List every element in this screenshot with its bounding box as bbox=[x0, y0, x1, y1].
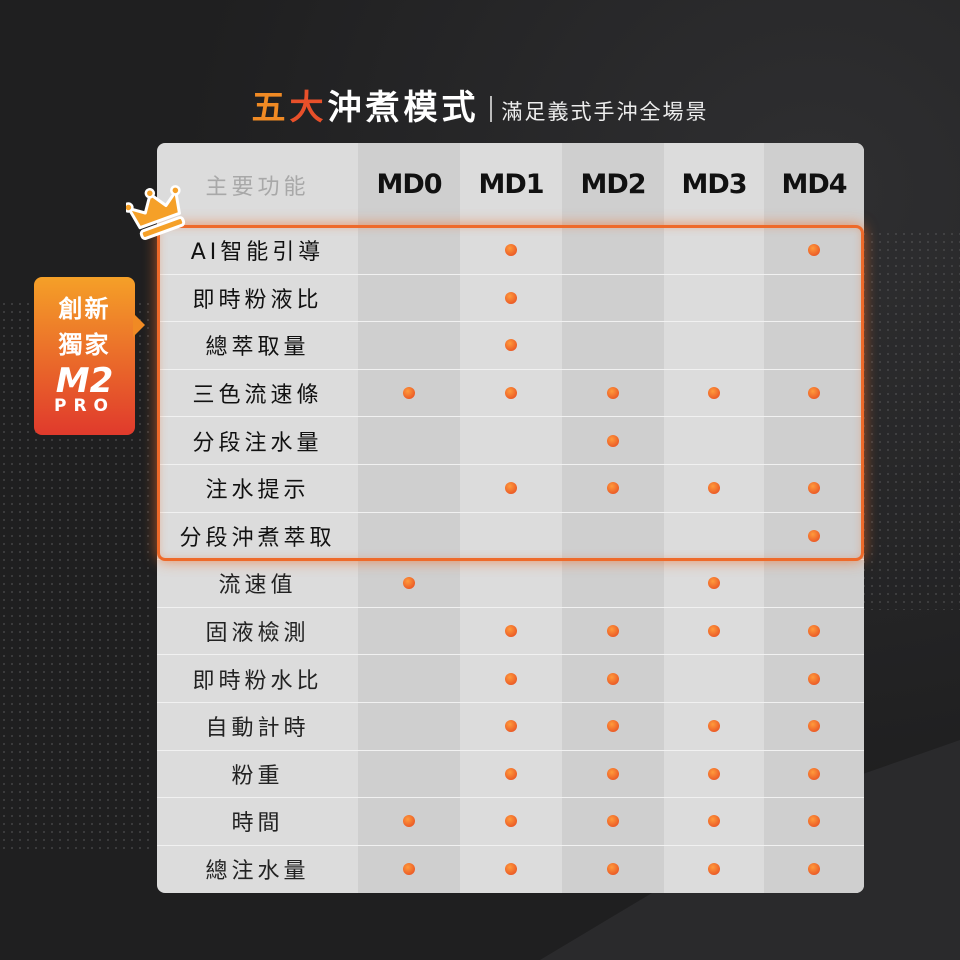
table-row: 自動計時 bbox=[157, 702, 864, 750]
feature-dot bbox=[505, 863, 517, 876]
feature-dot bbox=[708, 625, 720, 638]
feature-label: 即時粉液比 bbox=[192, 287, 323, 313]
feature-dot bbox=[505, 625, 517, 638]
feature-dot bbox=[505, 672, 517, 685]
feature-label: 三色流速條 bbox=[192, 383, 323, 409]
feature-dot bbox=[708, 577, 720, 590]
comparison-table: 主要功能 MD0 MD1 MD2 MD3 MD4 AI智能引導 即時粉液比總萃取量三色流速條… bbox=[157, 143, 864, 893]
feature-dot bbox=[808, 387, 820, 400]
feature-dot bbox=[403, 815, 415, 828]
feature-dot bbox=[808, 863, 820, 876]
logo: M2 bbox=[55, 361, 114, 401]
column-shade bbox=[358, 143, 460, 893]
table-row: 總注水量 bbox=[157, 844, 864, 893]
table-row: 分段注水量 bbox=[157, 416, 864, 464]
highlight-frame bbox=[157, 225, 864, 561]
subtitle: 滿足義式手沖全場景 bbox=[501, 100, 709, 124]
feature-dot bbox=[505, 339, 517, 352]
feature-dot bbox=[808, 243, 820, 256]
table-row: 分段沖煮萃取 bbox=[157, 511, 864, 560]
feature-dot bbox=[607, 434, 619, 447]
feature-dot bbox=[607, 672, 619, 685]
feature-label: 自動計時 bbox=[205, 716, 310, 742]
feature-dot bbox=[607, 863, 619, 876]
feature-label: 即時粉水比 bbox=[192, 668, 323, 694]
feature-dot bbox=[708, 387, 720, 400]
table-row: 粉重 bbox=[157, 749, 864, 798]
feature-dot bbox=[808, 767, 820, 780]
table-row: 固液檢測 bbox=[157, 606, 864, 655]
feature-dot bbox=[808, 482, 820, 495]
feature-dot bbox=[403, 577, 415, 590]
feature-dot bbox=[808, 625, 820, 638]
feature-dot bbox=[708, 720, 720, 733]
table-row: 注水提示 bbox=[157, 464, 864, 512]
feature-dot bbox=[708, 767, 720, 780]
table-row: 即時粉液比 bbox=[157, 273, 864, 322]
table-row: 時間 bbox=[157, 797, 864, 845]
feature-dot bbox=[505, 767, 517, 780]
page-title: 五大沖煮模式 滿足義式手沖全場景 bbox=[251, 88, 709, 128]
header-md1: MD1 bbox=[478, 169, 544, 200]
header-md2: MD2 bbox=[580, 169, 646, 200]
feature-dot bbox=[607, 482, 619, 495]
feature-dot bbox=[808, 672, 820, 685]
dot-pattern bbox=[860, 230, 960, 610]
feature-dot bbox=[808, 720, 820, 733]
feature-label: 分段注水量 bbox=[192, 430, 323, 456]
feature-label: 總注水量 bbox=[205, 859, 310, 885]
feature-dot bbox=[403, 387, 415, 400]
feature-label: 粉重 bbox=[231, 763, 284, 789]
table-row: 三色流速條 bbox=[157, 368, 864, 417]
feature-dot bbox=[505, 482, 517, 495]
feature-label: 注水提示 bbox=[205, 478, 310, 504]
feature-label: 時間 bbox=[231, 811, 284, 837]
feature-dot bbox=[505, 243, 517, 256]
header-md0: MD0 bbox=[376, 169, 442, 200]
table-row: 流速值 bbox=[157, 559, 864, 607]
feature-dot bbox=[708, 482, 720, 495]
crown-icon bbox=[126, 185, 186, 240]
feature-dot bbox=[403, 863, 415, 876]
table-row: 總萃取量 bbox=[157, 321, 864, 369]
exclusive-badge: 創新 獨家 M2 PRO bbox=[34, 277, 145, 435]
feature-dot bbox=[607, 720, 619, 733]
header-md3: MD3 bbox=[681, 169, 747, 200]
feature-dot bbox=[808, 529, 820, 542]
feature-dot bbox=[505, 387, 517, 400]
table-row: 即時粉水比 bbox=[157, 654, 864, 702]
feature-dot bbox=[505, 815, 517, 828]
feature-dot bbox=[505, 720, 517, 733]
feature-dot bbox=[607, 625, 619, 638]
feature-dot bbox=[708, 863, 720, 876]
feature-dot bbox=[808, 815, 820, 828]
feature-label: 總萃取量 bbox=[205, 335, 310, 361]
feature-label: 流速值 bbox=[218, 573, 297, 599]
divider bbox=[489, 96, 492, 122]
feature-label: AI智能引導 bbox=[190, 239, 325, 265]
feature-dot bbox=[607, 767, 619, 780]
feature-dot bbox=[607, 387, 619, 400]
header-md4: MD4 bbox=[781, 169, 847, 200]
feature-dot bbox=[607, 815, 619, 828]
table-row: AI智能引導 bbox=[157, 226, 864, 274]
feature-dot bbox=[708, 815, 720, 828]
header-feature: 主要功能 bbox=[205, 174, 310, 200]
feature-dot bbox=[505, 291, 517, 304]
feature-label: 固液檢測 bbox=[205, 621, 310, 647]
feature-label: 分段沖煮萃取 bbox=[179, 525, 336, 551]
